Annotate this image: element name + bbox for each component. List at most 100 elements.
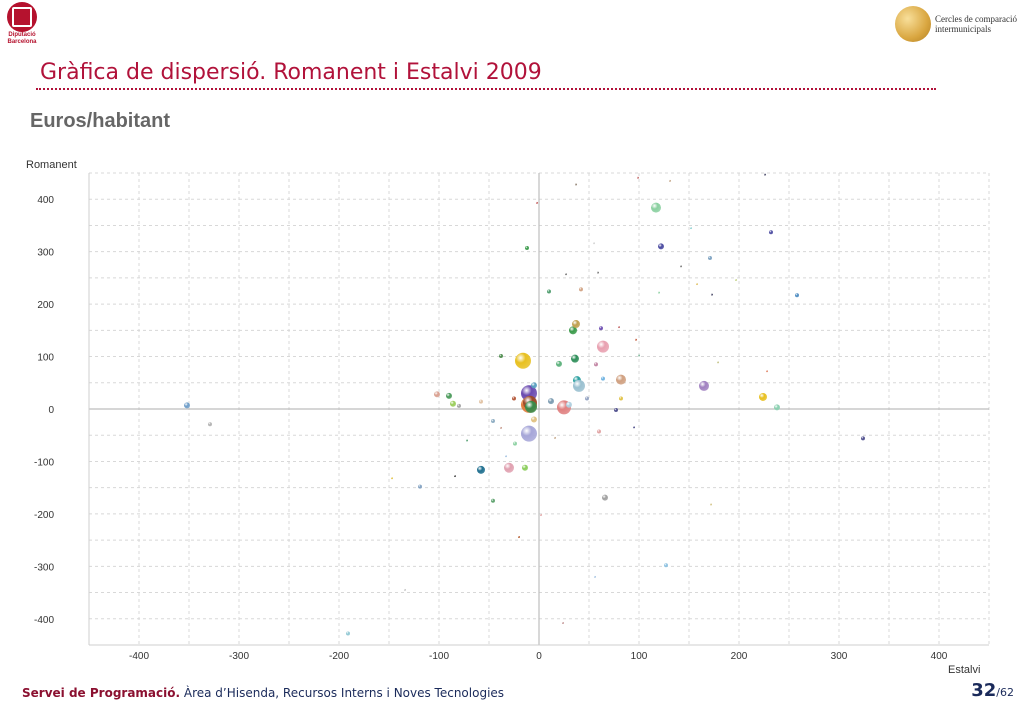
x-tick-label: -200: [329, 651, 349, 662]
cercles-logo-line-1: Cercles de comparació: [935, 14, 1017, 24]
scatter-point: [525, 245, 529, 250]
scatter-point: [504, 462, 514, 473]
y-tick-label: -300: [34, 562, 54, 573]
y-tick-label: 100: [37, 353, 54, 364]
scatter-point: [710, 503, 712, 506]
scatter-point: [565, 273, 567, 276]
x-axis-label: Estalvi: [948, 664, 980, 676]
scatter-point: [759, 392, 767, 401]
page-total: /62: [996, 686, 1014, 699]
scatter-point: [593, 242, 595, 245]
scatter-point: [594, 362, 598, 367]
scatter-point: [597, 271, 599, 274]
title-divider: [36, 88, 936, 90]
scatter-point: [637, 176, 639, 179]
scatter-point: [477, 465, 485, 474]
x-tick-label: 0: [536, 651, 542, 662]
diputacio-logo: Diputació Barcelona: [4, 2, 40, 52]
footer-dept: Àrea d’Hisenda, Recursos Interns i Noves…: [180, 686, 505, 700]
scatter-point: [521, 425, 537, 442]
scatter-point: [635, 338, 637, 341]
scatter-point: [651, 202, 661, 213]
footer: Servei de Programació. Àrea d’Hisenda, R…: [22, 686, 504, 700]
x-tick-label: 200: [731, 651, 748, 662]
scatter-point: [572, 320, 580, 329]
chart-axes: -400 -300 -200 -100 0 100 200 300 400 400 300 200 10…: [34, 173, 989, 662]
y-tick-label: 400: [37, 195, 54, 206]
scatter-point: [566, 401, 572, 408]
scatter-point: [450, 400, 456, 407]
scatter-point: [795, 293, 799, 298]
page-number: 32/62: [971, 680, 1014, 701]
x-tick-label: 100: [631, 651, 648, 662]
scatter-point: [690, 227, 692, 230]
scatter-point: [536, 201, 538, 204]
diputacio-logo-line-2: Barcelona: [7, 39, 37, 45]
scatter-point: [515, 352, 531, 369]
scatter-point: [602, 494, 608, 501]
globe-icon: [895, 6, 931, 42]
scatter-point: [633, 426, 635, 429]
scatter-point: [548, 398, 554, 405]
x-tick-label: 300: [831, 651, 848, 662]
y-tick-label: 300: [37, 248, 54, 259]
scatter-point: [597, 429, 601, 434]
scatter-point: [556, 360, 562, 367]
diputacio-logo-line-1: Diputació: [8, 32, 36, 38]
x-tick-label: -400: [129, 651, 149, 662]
scatter-point: [664, 563, 668, 568]
y-tick-label: -100: [34, 457, 54, 468]
scatter-point: [618, 326, 620, 329]
page-current: 32: [971, 680, 997, 701]
scatter-point: [208, 422, 212, 427]
scatter-point: [699, 380, 709, 391]
scatter-point: [512, 396, 516, 401]
scatter-point: [540, 513, 542, 516]
scatter-point: [418, 484, 422, 489]
scatter-point: [518, 535, 520, 538]
chart-points: [184, 173, 865, 636]
scatter-point: [575, 183, 577, 186]
scatter-point: [404, 588, 406, 591]
scatter-point: [658, 291, 660, 294]
scatter-point: [735, 278, 737, 281]
scatter-point: [479, 399, 483, 404]
scatter-point: [599, 326, 603, 331]
scatter-point: [708, 255, 712, 260]
scatter-point: [717, 361, 719, 364]
scatter-point: [619, 396, 623, 401]
scatter-point: [491, 498, 495, 503]
scatter-point: [569, 326, 577, 335]
page-title: Gràfica de dispersió. Romanent i Estalvi…: [40, 60, 542, 85]
scatter-point: [774, 404, 780, 411]
diputacio-seal-icon: [7, 2, 37, 32]
scatter-point: [454, 475, 456, 478]
scatter-point: [500, 426, 502, 429]
scatter-point: [764, 173, 766, 176]
scatter-point: [579, 287, 583, 292]
scatter-chart: -400 -300 -200 -100 0 100 200 300 400 400 300 200 10…: [26, 159, 990, 676]
scatter-point: [525, 400, 537, 413]
scatter-point: [457, 403, 461, 408]
scatter-point: [680, 265, 682, 268]
scatter-point: [597, 340, 609, 353]
page-subtitle: Euros/habitant: [30, 110, 171, 132]
y-tick-label: -400: [34, 615, 54, 626]
scatter-point: [434, 391, 440, 398]
footer-org: Servei de Programació.: [22, 686, 181, 700]
y-tick-label: -200: [34, 510, 54, 521]
x-tick-label: -300: [229, 651, 249, 662]
scatter-point: [616, 374, 626, 385]
scatter-point: [594, 575, 596, 578]
scatter-point: [711, 293, 713, 296]
scatter-point: [513, 441, 517, 446]
scatter-point: [562, 621, 564, 624]
scatter-point: [766, 370, 768, 373]
y-axis-label: Romanent: [26, 159, 77, 171]
cercles-logo-line-2: intermunicipals: [935, 24, 991, 34]
scatter-point: [491, 419, 495, 424]
scatter-point: [346, 631, 350, 636]
scatter-point: [391, 477, 393, 480]
scatter-point: [585, 396, 589, 401]
scatter-point: [554, 436, 556, 439]
